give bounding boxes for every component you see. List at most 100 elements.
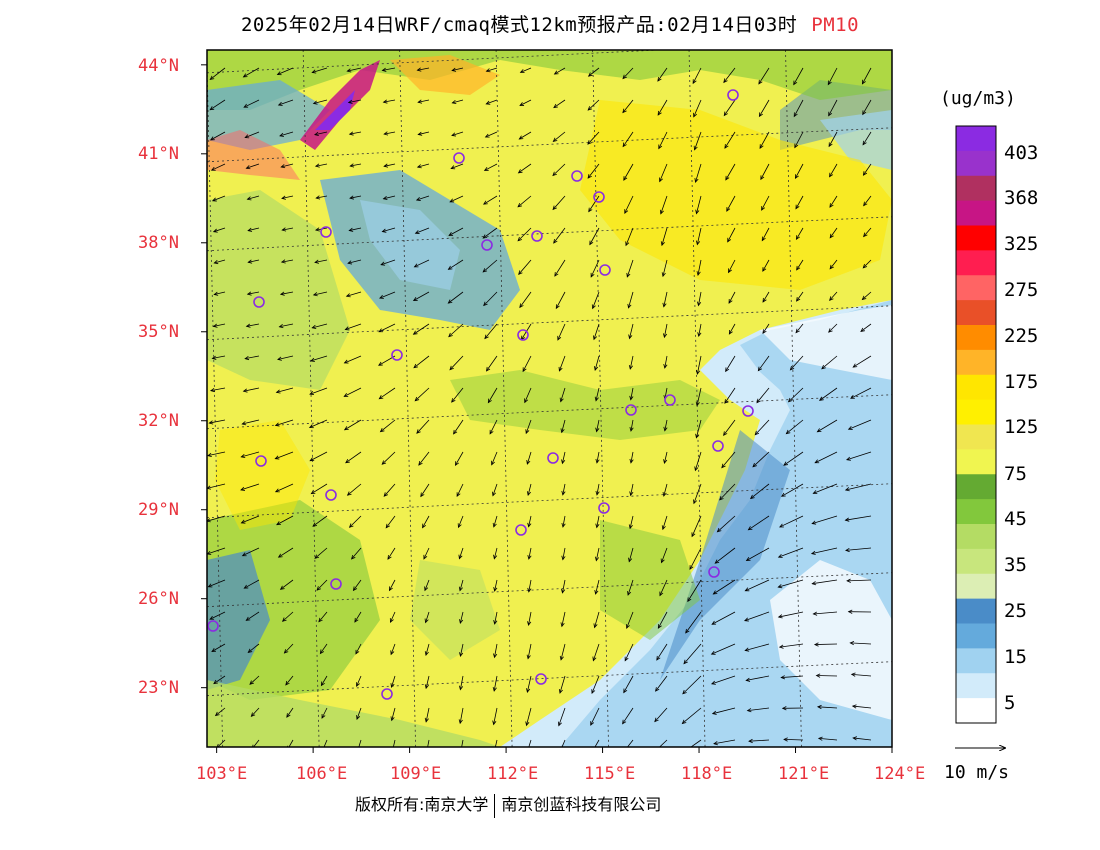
wind-arrow-head [283,649,289,654]
wind-arrow-head [524,398,529,404]
wind-arrow-head [629,427,634,432]
wind-arrow-head [810,550,816,555]
wind-arrow [561,611,566,627]
wind-arrow-head [493,554,498,560]
wind-arrow-head [626,272,631,278]
wind-arrow-head [553,70,559,75]
wind-arrow [484,163,498,171]
wind-arrow-head [795,328,800,334]
wind-arrow [492,483,498,496]
longitude-line [688,50,706,747]
wind-arrow [848,419,872,430]
wind-arrow-head [622,750,626,754]
wind-arrow [821,355,838,370]
wind-arrow-head [346,68,352,73]
wind-arrow-head [595,523,600,529]
wind-arrow-head [761,236,766,242]
wind-arrow [744,611,770,622]
wind-arrow-head [383,131,389,136]
city-marker [253,296,265,308]
wind-arrow [748,515,770,531]
wind-arrow [796,291,804,302]
wind-arrow-head [663,363,668,369]
wind-arrow [663,323,668,338]
wind-arrow-head [553,239,558,244]
wind-arrow-head [315,195,321,200]
longitude-line [302,50,320,747]
wind-arrow-head [277,356,282,361]
wind-arrow-head [754,430,760,436]
wind-arrow [391,675,396,688]
lon-label-121: 121°E [778,764,830,784]
wind-arrow-head [714,559,720,564]
city-marker [712,440,724,452]
wind-arrow [210,131,226,141]
wind-arrow [560,643,566,660]
longitude-line [495,50,513,747]
wind-arrow [694,451,702,471]
wind-arrow [626,259,634,278]
wind-arrow-head [595,458,600,464]
wind-arrow-head [659,209,664,215]
wind-arrow-head [623,176,628,181]
colorbar-frame [955,125,997,724]
wind-arrow-head [517,236,523,242]
wind-arrow [662,259,668,277]
wind-arrow-head [212,323,218,328]
wind-arrow [845,547,872,551]
wind-arrow [425,611,430,623]
wind-arrow-head [590,272,595,278]
wind-arrow-head [595,427,600,433]
wind-arrow-head [685,628,690,634]
wind-arrow [796,259,804,271]
wind-arrow [312,515,328,527]
wind-arrow [210,387,226,392]
wind-arrow [592,643,600,661]
wind-arrow-head [862,140,867,146]
wind-arrow-head [628,524,633,530]
wind-arrow-head [492,491,497,497]
wind-arrow [207,451,226,457]
wind-arrow [349,195,362,199]
wind-arrow [659,579,668,596]
lon-label-124: 124°E [874,764,926,784]
wind-arrow [852,355,872,368]
wind-arrow [860,323,872,332]
wind-arrow [592,291,600,309]
wind-arrow [562,515,566,528]
wind-arrow-head [448,232,454,236]
wind-arrow [728,259,736,273]
map-frame [206,49,893,748]
wind-arrow-head [347,99,353,104]
wind-arrow-head [721,463,726,469]
wind-arrow [811,547,838,555]
wind-arrow-head [459,619,464,624]
wind-arrow [761,227,770,241]
wind-arrow-head [762,329,767,335]
wind-arrow-head [451,398,456,403]
wind-arrow [451,387,464,403]
wind-arrow [795,195,804,209]
lat-label-41: 41°N [138,144,179,164]
wind-arrow-head [623,688,628,694]
wind-arrow [623,163,634,181]
wind-arrow-head [558,688,563,694]
wind-arrow-head [383,163,389,168]
wind-arrow-head [390,650,395,656]
wind-arrow [628,291,634,308]
wind-arrow-head [315,227,320,232]
wind-arrow-head [828,142,833,148]
wind-arrow [484,323,498,339]
wind-arrow-head [207,452,212,457]
wind-arrow [414,259,430,268]
wind-arrow-head [695,370,701,375]
wind-arrow-head [285,680,290,686]
wind-arrow [213,323,226,327]
wind-arrow-head [212,228,218,233]
wind-arrow [212,195,226,202]
wind-arrow [345,451,362,464]
wind-arrow [726,195,736,212]
wind-arrow-head [413,263,419,268]
wind-arrow [712,707,736,715]
wind-arrow [323,739,328,747]
